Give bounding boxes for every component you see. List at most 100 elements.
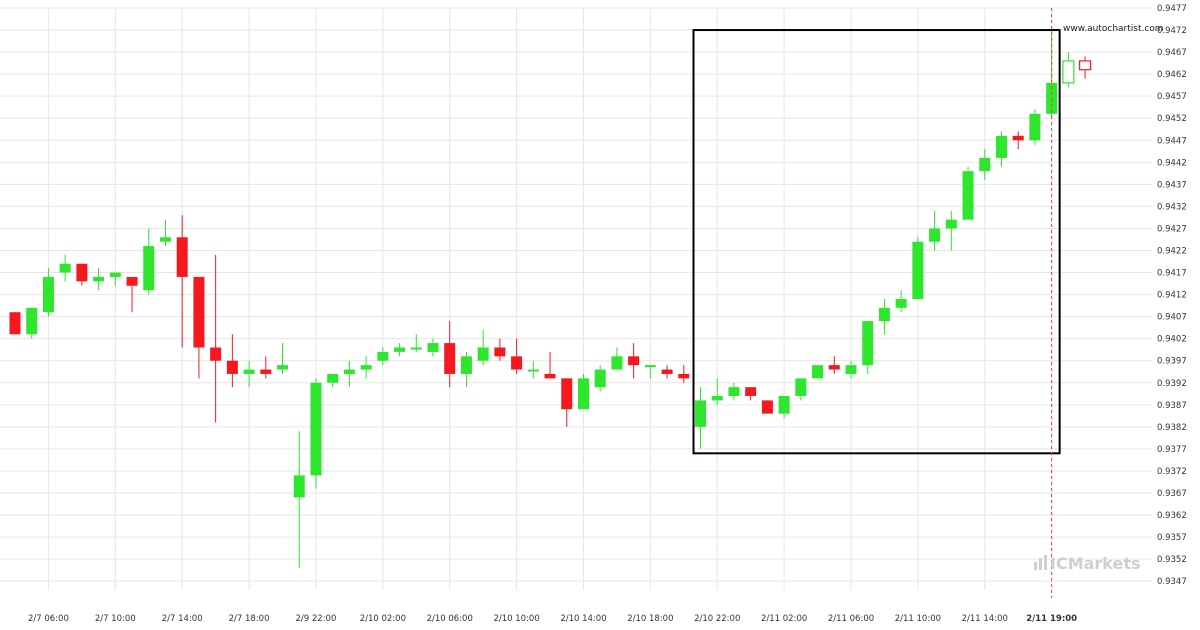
candle-body <box>1078 60 1092 71</box>
candle-body <box>628 356 640 366</box>
candle-body <box>1029 113 1041 141</box>
candle-body <box>93 276 105 282</box>
candle <box>260 356 272 379</box>
candle <box>42 268 54 317</box>
candle-body <box>327 373 339 383</box>
candle <box>761 400 773 414</box>
candle <box>427 338 439 357</box>
candle-body <box>778 396 790 414</box>
x-tick-label: 2/11 19:00 <box>1026 614 1077 624</box>
candle-body <box>59 263 71 273</box>
candle-body <box>895 299 907 308</box>
pattern-box <box>692 29 1061 455</box>
x-tick-label: 2/7 18:00 <box>229 614 270 624</box>
y-tick-label: 0.9367 <box>1157 489 1187 499</box>
candle <box>611 347 623 370</box>
candle <box>93 268 105 291</box>
candle-body <box>293 475 305 498</box>
candle-body <box>143 246 155 291</box>
candle <box>193 276 205 379</box>
y-tick-label: 0.9412 <box>1157 291 1187 301</box>
watermark-url: www.autochartist.com <box>1063 24 1164 34</box>
candle-body <box>427 343 439 352</box>
y-tick-label: 0.9417 <box>1157 269 1187 279</box>
candle-body <box>243 369 255 374</box>
candle <box>460 351 472 388</box>
x-tick-label: 2/10 22:00 <box>694 614 740 624</box>
candle-body <box>9 312 21 335</box>
candle-body <box>210 347 222 361</box>
candle <box>327 373 339 388</box>
candle-body <box>494 347 506 357</box>
candle-body <box>611 356 623 370</box>
candle-body <box>511 356 523 370</box>
candle-body <box>577 378 589 410</box>
x-tick-label: 2/10 06:00 <box>427 614 473 624</box>
candle <box>561 378 573 427</box>
candle-body <box>477 347 489 361</box>
candle-body <box>226 360 238 374</box>
candle-body <box>878 307 890 322</box>
brand-watermark: ICMarkets <box>1034 554 1141 573</box>
candle <box>594 365 606 392</box>
candle-body <box>695 400 707 427</box>
y-tick-label: 0.9432 <box>1157 202 1187 212</box>
candle-body <box>394 347 406 352</box>
candle <box>745 387 757 401</box>
candle <box>277 343 289 374</box>
candle-body <box>561 378 573 410</box>
candle <box>210 254 222 423</box>
x-axis-ticks: 2/7 06:00 2/7 10:00 2/7 14:00 2/7 18:00 2/9 … <box>28 614 1077 624</box>
candle-body <box>544 373 556 379</box>
candle <box>143 228 155 295</box>
x-tick-label: 2/10 18:00 <box>627 614 673 624</box>
candle-body <box>460 356 472 374</box>
candle <box>511 338 523 374</box>
candle-body <box>76 263 88 282</box>
candle <box>995 131 1007 167</box>
candle-body <box>444 343 456 374</box>
candle <box>1012 131 1024 150</box>
candle-body <box>1062 60 1075 84</box>
candle <box>159 219 171 247</box>
candle-body <box>678 373 690 379</box>
candle <box>377 347 389 366</box>
candle <box>828 356 840 374</box>
y-tick-label: 0.9352 <box>1157 555 1187 565</box>
candle <box>929 210 941 251</box>
candle <box>711 378 723 405</box>
y-tick-label: 0.9347 <box>1157 577 1187 587</box>
candle-body <box>929 228 941 242</box>
candle-body <box>845 365 857 374</box>
candle <box>644 365 656 379</box>
candle <box>477 329 489 366</box>
x-tick-label: 2/7 06:00 <box>28 614 69 624</box>
candle-body <box>109 272 121 277</box>
y-tick-label: 0.9457 <box>1157 92 1187 102</box>
candle-body <box>1012 135 1024 141</box>
candle <box>1078 56 1092 79</box>
candle <box>979 149 991 180</box>
candle-body <box>26 307 38 335</box>
y-tick-label: 0.9382 <box>1157 423 1187 433</box>
candle-body <box>995 135 1007 158</box>
x-tick-label: 2/7 10:00 <box>95 614 136 624</box>
y-tick-label: 0.9437 <box>1157 180 1187 190</box>
brand-logo-bar <box>1044 555 1047 570</box>
candle-body <box>828 365 840 370</box>
y-tick-label: 0.9442 <box>1157 158 1187 168</box>
candle <box>778 396 790 419</box>
x-tick-label: 2/11 10:00 <box>895 614 941 624</box>
candle-body <box>42 276 54 313</box>
x-tick-label: 2/11 02:00 <box>761 614 807 624</box>
candle <box>678 365 690 383</box>
y-tick-label: 0.9387 <box>1157 401 1187 411</box>
candles <box>9 30 1092 568</box>
x-tick-label: 2/10 02:00 <box>360 614 406 624</box>
candle <box>226 334 238 388</box>
candle <box>343 360 355 388</box>
candle <box>695 387 707 449</box>
candle <box>444 321 456 388</box>
candle <box>661 365 673 379</box>
